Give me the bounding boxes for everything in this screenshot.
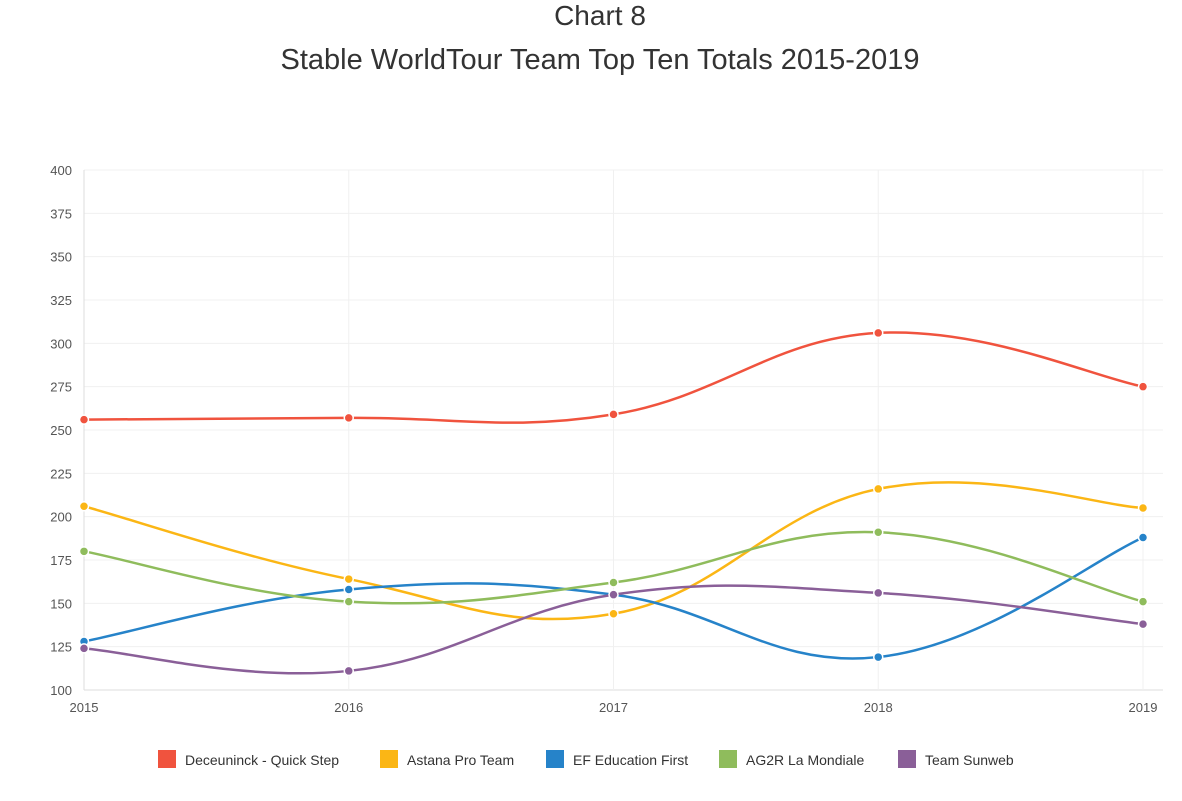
y-tick-label: 375 — [50, 206, 72, 221]
y-tick-label: 275 — [50, 380, 72, 395]
data-point — [873, 651, 884, 663]
data-point — [608, 589, 619, 600]
data-point — [343, 596, 354, 607]
y-tick-label: 325 — [50, 293, 72, 308]
legend-swatch — [719, 750, 737, 768]
data-point — [78, 546, 90, 557]
chart-subtitle: Stable WorldTour Team Top Ten Totals 201… — [280, 44, 920, 76]
legend-item[interactable]: EF Education First — [546, 750, 688, 768]
legend-label: Deceuninck - Quick Step — [185, 752, 339, 768]
x-tick-label: 2017 — [599, 700, 628, 715]
data-point — [608, 409, 619, 420]
x-tick-label: 2018 — [864, 700, 893, 715]
data-point — [78, 414, 90, 425]
data-point — [343, 584, 354, 595]
data-point — [873, 483, 884, 495]
legend-label: AG2R La Mondiale — [746, 752, 865, 768]
y-tick-label: 250 — [50, 423, 72, 438]
data-point — [608, 577, 619, 588]
legend-swatch — [546, 750, 564, 768]
data-point — [343, 412, 354, 424]
legend-swatch — [380, 750, 398, 768]
data-point — [873, 327, 884, 339]
y-tick-label: 200 — [50, 510, 72, 525]
data-point — [343, 573, 354, 585]
y-tick-label: 225 — [50, 466, 72, 481]
data-point — [608, 608, 619, 619]
y-tick-label: 400 — [50, 163, 72, 178]
x-tick-label: 2015 — [70, 700, 99, 715]
data-point — [78, 501, 90, 512]
legend-label: Team Sunweb — [925, 752, 1014, 768]
data-point — [1137, 381, 1149, 392]
legend-item[interactable]: AG2R La Mondiale — [719, 750, 865, 768]
x-tick-label: 2019 — [1129, 700, 1158, 715]
y-tick-label: 150 — [50, 596, 72, 611]
data-point — [343, 665, 354, 677]
data-point — [873, 587, 884, 599]
y-tick-label: 175 — [50, 553, 72, 568]
legend-label: EF Education First — [573, 752, 688, 768]
data-point — [78, 643, 90, 654]
data-point — [1137, 502, 1149, 514]
legend-item[interactable]: Team Sunweb — [898, 750, 1014, 768]
y-tick-label: 350 — [50, 250, 72, 265]
legend-item[interactable]: Astana Pro Team — [380, 750, 514, 768]
data-point — [1137, 618, 1149, 630]
legend-swatch — [158, 750, 176, 768]
y-tick-label: 125 — [50, 640, 72, 655]
legend-swatch — [898, 750, 916, 768]
legend-label: Astana Pro Team — [407, 752, 514, 768]
y-tick-label: 300 — [50, 336, 72, 351]
y-tick-label: 100 — [50, 683, 72, 698]
chart-title: Chart 8 — [554, 0, 646, 31]
data-point — [1137, 596, 1149, 607]
legend-item[interactable]: Deceuninck - Quick Step — [158, 750, 339, 768]
data-point — [1137, 532, 1149, 543]
x-tick-label: 2016 — [334, 700, 363, 715]
data-point — [873, 527, 884, 538]
